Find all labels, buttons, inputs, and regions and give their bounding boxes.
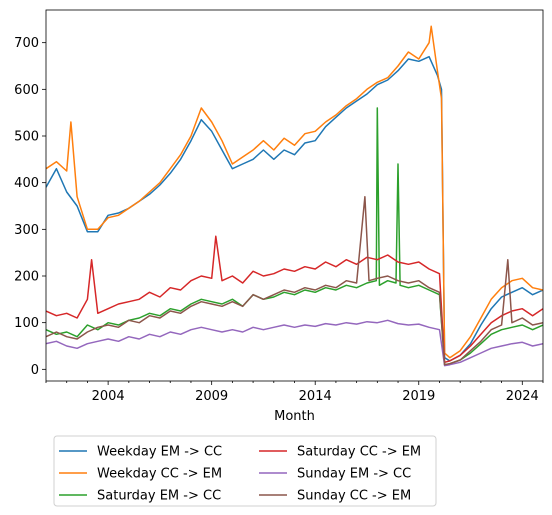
legend-label: Saturday EM -> CC xyxy=(97,489,221,504)
x-tick-label: 2014 xyxy=(299,389,332,404)
y-tick-label: 400 xyxy=(14,176,39,191)
series-line-6 xyxy=(46,195,543,366)
legend-label: Sunday EM -> CC xyxy=(297,467,411,482)
y-tick-label: 300 xyxy=(14,223,39,238)
x-tick-label: 2019 xyxy=(402,389,435,404)
series-line-2 xyxy=(46,25,543,359)
x-axis-label: Month xyxy=(274,409,315,424)
y-tick-label: 500 xyxy=(14,130,39,145)
series-line-1 xyxy=(46,55,543,362)
x-tick-label: 2004 xyxy=(92,389,125,404)
series-layer xyxy=(46,25,543,367)
legend: Weekday EM -> CC Weekday CC -> EM Saturday… xyxy=(53,435,437,507)
x-axis: 2004 2009 2014 2019 2024 xyxy=(45,381,544,404)
legend-label: Weekday EM -> CC xyxy=(97,445,222,460)
y-tick-label: 700 xyxy=(14,36,39,51)
legend-label: Sunday CC -> EM xyxy=(297,489,411,504)
legend-box xyxy=(53,435,437,507)
series-line-5 xyxy=(46,319,543,367)
legend-label: Saturday CC -> EM xyxy=(297,445,421,460)
y-tick-label: 100 xyxy=(14,316,39,331)
y-axis: 0 100 200 300 400 500 600 700 xyxy=(14,36,46,378)
x-tick-label: 2009 xyxy=(195,389,228,404)
y-tick-label: 200 xyxy=(14,270,39,285)
y-tick-label: 0 xyxy=(31,363,39,378)
x-tick-label: 2024 xyxy=(506,389,539,404)
legend-label: Weekday CC -> EM xyxy=(97,467,222,482)
series-line-4 xyxy=(46,235,543,364)
y-tick-label: 600 xyxy=(14,83,39,98)
